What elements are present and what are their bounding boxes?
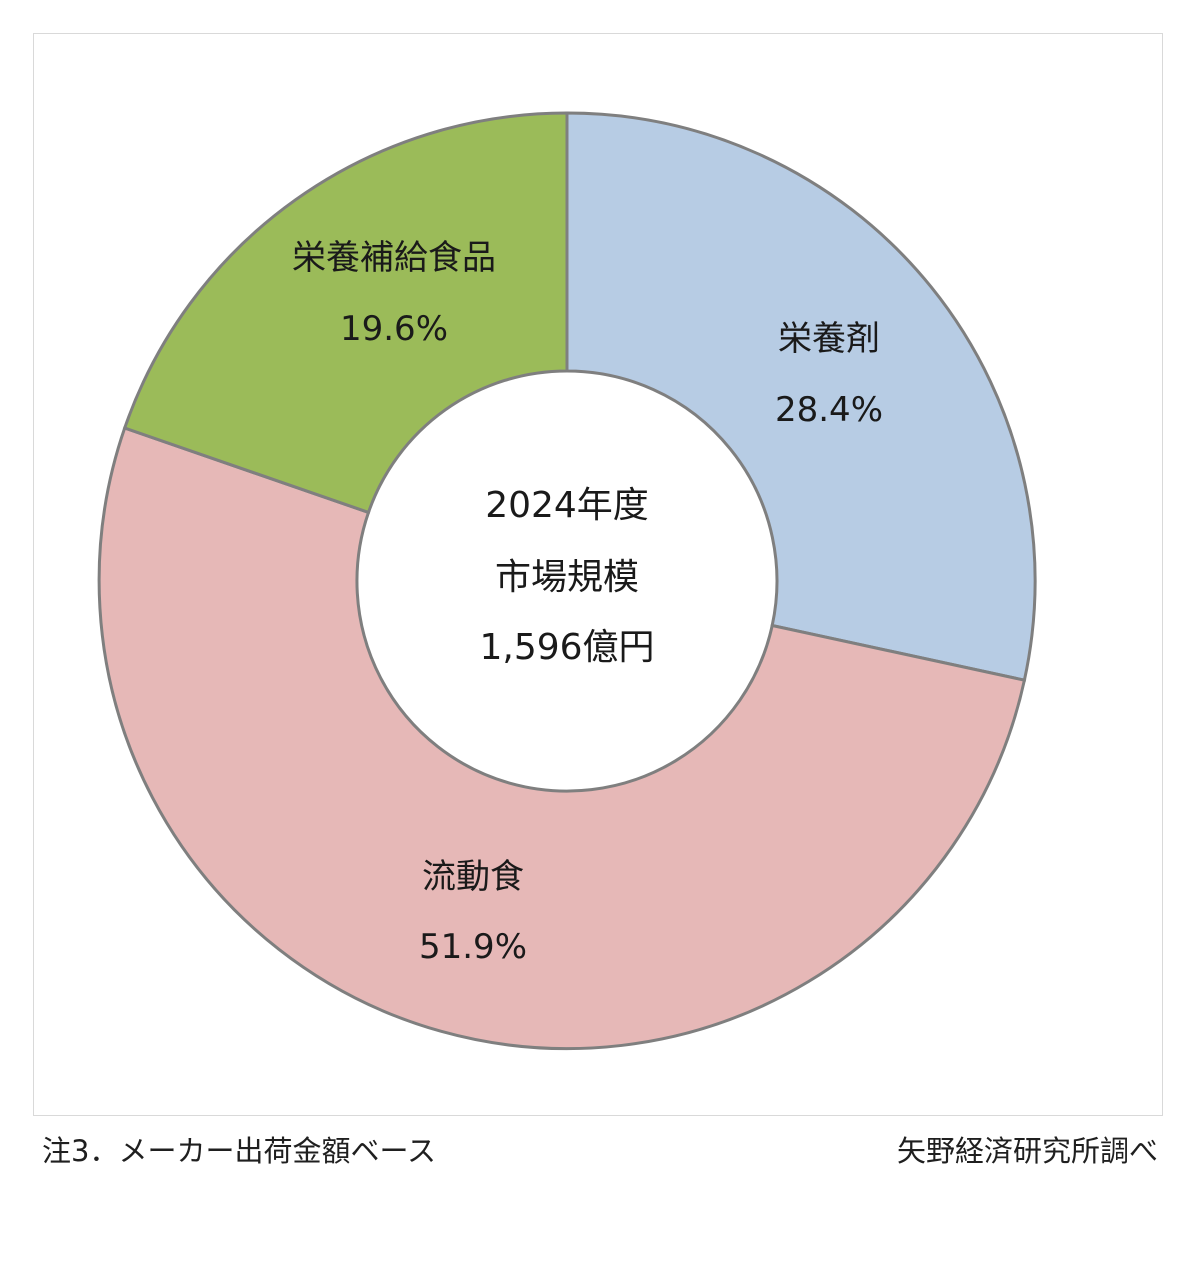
label-supplement-food-name: 栄養補給食品 <box>292 238 496 278</box>
center-market-size-label: 市場規模 <box>495 557 639 598</box>
footnote-note: 注3．メーカー出荷金額ベース <box>42 1134 437 1168</box>
label-liquid-food-pct: 51.9% <box>419 927 527 967</box>
label-nutrient-agent-pct: 28.4% <box>775 390 883 430</box>
label-supplement-food-pct: 19.6% <box>340 309 448 349</box>
footnote-source: 矢野経済研究所調べ <box>896 1134 1158 1168</box>
slice-liquid-food <box>97 426 1027 1051</box>
center-market-size-value: 1,596億円 <box>479 627 654 668</box>
slice-nutritional-supplement-food <box>122 111 569 515</box>
label-liquid-food-name: 流動食 <box>422 857 524 897</box>
label-nutrient-agent-name: 栄養剤 <box>778 319 880 359</box>
center-year: 2024年度 <box>485 485 649 526</box>
slice-nutrient-agent <box>565 111 1037 682</box>
